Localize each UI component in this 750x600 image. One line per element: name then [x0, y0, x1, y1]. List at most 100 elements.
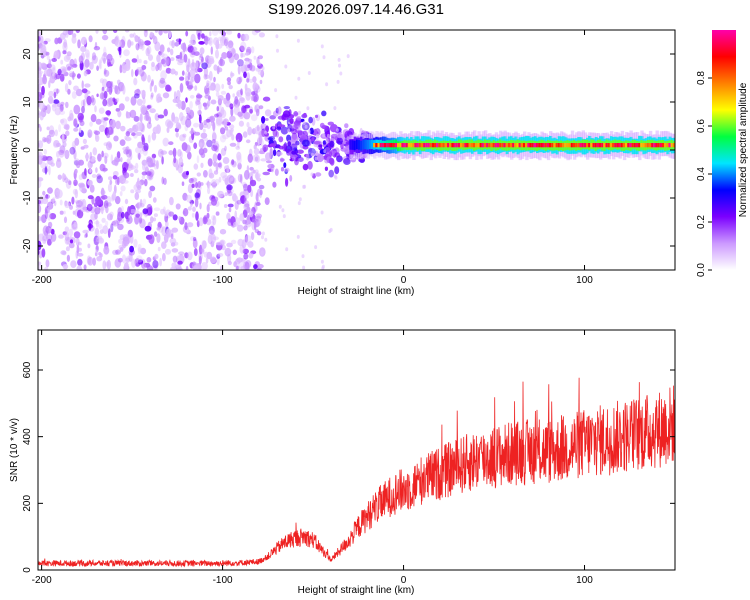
- spectrogram-cell: [53, 91, 57, 99]
- spectrogram-cell: [64, 177, 69, 184]
- spectrogram-cell: [92, 257, 96, 266]
- spectrogram-cell: [257, 135, 263, 145]
- spectrogram-cell: [75, 250, 79, 259]
- spectrogram-cell: [287, 128, 291, 133]
- spectrogram-cell: [202, 216, 208, 225]
- spectrogram-cell: [429, 143, 433, 148]
- spectrogram-cell: [223, 97, 227, 105]
- spectrogram-cell: [139, 68, 145, 77]
- spectrogram-cell: [89, 151, 93, 160]
- spectrogram-cell: [224, 126, 229, 131]
- spectrogram-cell: [69, 239, 74, 244]
- spectrogram-cell: [451, 143, 455, 148]
- spectrogram-cell: [203, 217, 209, 223]
- spectrogram-cell: [45, 194, 49, 199]
- spectrogram-cell: [247, 153, 253, 163]
- spectrogram-cell: [161, 226, 167, 237]
- spectrogram-cell: [207, 100, 211, 107]
- spectrogram-cell: [198, 114, 202, 124]
- spectrogram-cell: [596, 143, 601, 148]
- spectrogram-cell: [186, 114, 192, 121]
- spectrogram-cell: [201, 137, 209, 142]
- spectrogram-cell: [349, 140, 353, 150]
- spectrogram-cell: [588, 143, 592, 148]
- spectrogram-cell: [492, 143, 496, 148]
- spectrogram-cell: [82, 138, 87, 145]
- spectrogram-cell: [174, 262, 177, 269]
- spectrogram-cell: [49, 75, 56, 84]
- spectrogram-cell: [250, 114, 258, 122]
- spectrogram-cell: [47, 160, 53, 165]
- spectrogram-cell: [137, 185, 142, 191]
- spectrogram-cell: [239, 45, 245, 53]
- spectrogram-x-tick-label: 0: [401, 275, 407, 286]
- spectrogram-cell: [133, 93, 140, 99]
- spectrogram-cell: [414, 143, 418, 148]
- spectrogram-cell: [277, 106, 282, 115]
- spectrogram-cell: [192, 237, 197, 241]
- spectrogram-cell: [189, 94, 195, 99]
- spectrogram-cell: [226, 77, 232, 83]
- spectrogram-cell: [284, 64, 288, 69]
- spectrogram-cell: [217, 67, 223, 73]
- spectrogram-cell: [343, 146, 350, 154]
- spectrogram-cell: [137, 177, 140, 186]
- spectrogram-cell: [226, 212, 231, 220]
- spectrogram-cell: [199, 47, 205, 55]
- spectrogram-cell: [609, 143, 614, 148]
- spectrogram-cell: [186, 170, 189, 176]
- spectrogram-cell: [89, 168, 92, 173]
- spectrogram-cell: [184, 222, 188, 231]
- spectrogram-cell: [206, 139, 213, 148]
- spectrogram-cell: [226, 242, 233, 248]
- spectrogram-cell: [290, 125, 298, 130]
- spectrogram-cell: [289, 175, 293, 182]
- spectrogram-cell: [333, 106, 337, 111]
- spectrogram-cell: [76, 73, 81, 79]
- spectrogram-cell: [54, 37, 59, 45]
- spectrogram-cell: [229, 142, 237, 147]
- spectrogram-cell: [201, 33, 205, 39]
- spectrogram-cell: [313, 141, 321, 145]
- spectrogram-cell: [208, 85, 215, 91]
- spectrogram-cell: [594, 143, 599, 148]
- spectrogram-cell: [123, 162, 129, 168]
- spectrogram-cell: [449, 143, 453, 148]
- spectrogram-cell: [246, 206, 251, 213]
- spectrogram-cell: [362, 139, 366, 150]
- spectrogram-cell: [170, 48, 174, 56]
- spectrogram-cell: [314, 172, 322, 177]
- snr-y-tick-label: 200: [22, 495, 33, 512]
- spectrogram-cell: [71, 91, 77, 99]
- spectrogram-cell: [232, 249, 237, 256]
- spectrogram-cell: [201, 62, 208, 70]
- spectrogram-cell: [233, 53, 240, 61]
- spectrogram-cell: [65, 101, 69, 109]
- spectrogram-cell: [112, 220, 119, 227]
- spectrogram-cell: [329, 227, 333, 232]
- spectrogram-cell: [285, 247, 289, 252]
- spectrogram-cell: [103, 90, 108, 99]
- spectrogram-cell: [586, 143, 590, 148]
- spectrogram-cell: [162, 206, 166, 214]
- spectrogram-x-tick-label: -200: [32, 275, 52, 286]
- snr-x-tick-label: -100: [213, 575, 233, 586]
- spectrogram-cell: [131, 132, 136, 137]
- spectrogram-cell: [198, 217, 204, 227]
- spectrogram-cell: [211, 220, 214, 230]
- spectrogram-cell: [410, 143, 414, 148]
- spectrogram-cell: [246, 78, 250, 83]
- spectrogram-cell: [106, 196, 112, 204]
- spectrogram-cell: [483, 143, 488, 148]
- colorbar-tick-label: 0.4: [696, 167, 707, 181]
- spectrogram-cell: [442, 143, 446, 148]
- spectrogram-cell: [158, 61, 163, 71]
- spectrogram-x-axis-label: Height of straight line (km): [298, 286, 415, 297]
- spectrogram-cell: [46, 211, 52, 221]
- spectrogram-cell: [59, 199, 63, 206]
- spectrogram-cell: [635, 143, 640, 148]
- spectrogram-cell: [254, 173, 260, 180]
- spectrogram-cell: [38, 151, 44, 160]
- spectrogram-cell: [646, 143, 651, 148]
- spectrogram-cell: [218, 58, 225, 67]
